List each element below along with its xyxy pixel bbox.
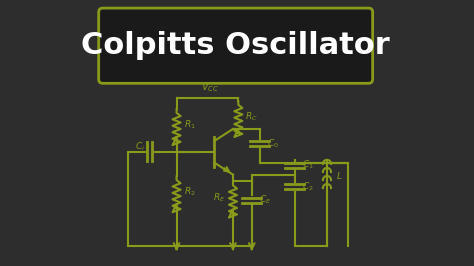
Text: $C_E$: $C_E$ — [259, 194, 272, 206]
Text: $C_0$: $C_0$ — [267, 138, 279, 150]
Text: $C_i$: $C_i$ — [135, 140, 146, 153]
Text: $R_2$: $R_2$ — [184, 186, 196, 198]
Text: $R_E$: $R_E$ — [213, 191, 226, 204]
Text: $C_2$: $C_2$ — [302, 180, 314, 193]
Text: $V_{CC}$: $V_{CC}$ — [201, 80, 219, 94]
FancyBboxPatch shape — [99, 8, 373, 83]
Text: $L$: $L$ — [337, 171, 343, 181]
Text: $R_1$: $R_1$ — [184, 119, 196, 131]
Text: Colpitts Oscillator: Colpitts Oscillator — [81, 31, 390, 60]
Text: $C_1$: $C_1$ — [302, 159, 314, 172]
Text: $R_C$: $R_C$ — [245, 111, 258, 123]
